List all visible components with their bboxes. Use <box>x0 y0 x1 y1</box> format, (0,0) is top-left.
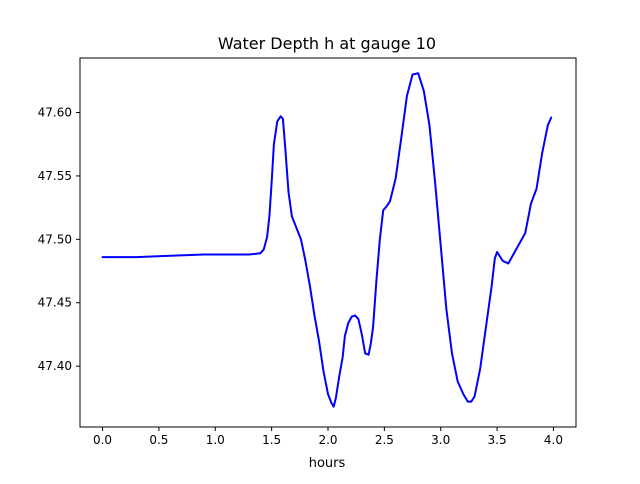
chart-title: Water Depth h at gauge 10 <box>218 34 436 53</box>
x-tick-label: 1.5 <box>262 433 281 447</box>
x-axis-label: hours <box>309 456 346 471</box>
plot-area: 0.0 0.5 1.0 1.5 2.0 2.5 3.0 3.5 4.0 47.40 47.45 47.… <box>38 57 577 447</box>
x-tick-label: 4.0 <box>544 433 563 447</box>
x-tick-label: 3.5 <box>488 433 507 447</box>
x-tick-label: 2.5 <box>375 433 394 447</box>
x-tick-label: 3.0 <box>431 433 450 447</box>
x-tick-label: 0.0 <box>93 433 112 447</box>
x-tick-label: 1.0 <box>206 433 225 447</box>
y-tick-label: 47.45 <box>38 296 72 310</box>
y-tick-label: 47.50 <box>38 232 72 246</box>
y-tick-label: 47.55 <box>38 169 72 183</box>
x-tick-label: 0.5 <box>149 433 168 447</box>
x-tick-label: 2.0 <box>318 433 337 447</box>
y-tick-label: 47.60 <box>38 106 72 120</box>
series-line-0 <box>101 72 553 408</box>
y-tick-label: 47.40 <box>38 359 72 373</box>
